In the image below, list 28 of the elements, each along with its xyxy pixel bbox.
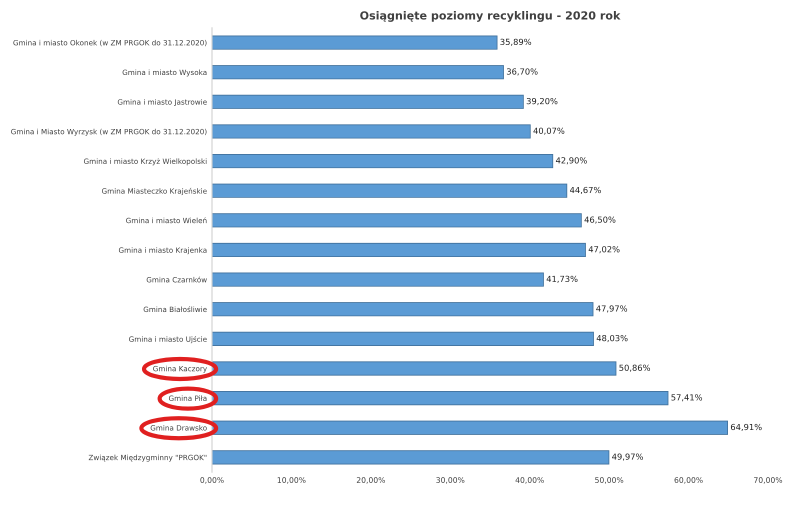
bar (212, 302, 594, 316)
data-label: 47,97% (596, 305, 628, 312)
bar (212, 94, 524, 109)
data-label: 39,20% (526, 98, 558, 106)
bar (212, 154, 554, 168)
data-label: 40,07% (533, 128, 564, 135)
data-label: 36,70% (506, 68, 538, 76)
bar (212, 332, 594, 346)
bar (212, 65, 504, 80)
bar (212, 213, 582, 228)
bar (212, 272, 544, 287)
data-label: 42,90% (556, 157, 587, 164)
bar (212, 124, 531, 139)
data-label: 44,67% (570, 186, 601, 194)
bar (212, 242, 586, 258)
chart-title: Osiągnięte poziomy recyklingu - 2020 rok (360, 11, 621, 22)
data-label: 41,73% (546, 276, 578, 283)
data-label: 46,50% (584, 216, 616, 224)
bar (212, 36, 498, 50)
data-label: 49,97% (612, 453, 643, 461)
data-label: 35,89% (500, 38, 532, 46)
bar (212, 184, 568, 198)
data-label: 57,41% (671, 394, 702, 402)
data-label: 50,86% (619, 364, 650, 372)
bar (212, 450, 610, 464)
data-label: 48,03% (596, 334, 628, 342)
data-label: 47,02% (588, 246, 620, 254)
data-label: 64,91% (730, 424, 762, 432)
